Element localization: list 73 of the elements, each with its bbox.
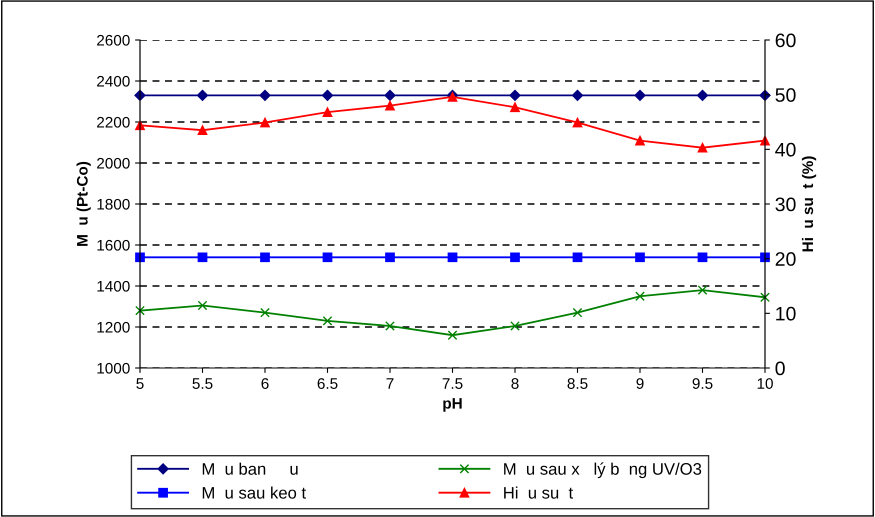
- point: [448, 330, 458, 340]
- y-tick-label: 2200: [97, 116, 130, 128]
- y-tick-label: 1800: [97, 198, 130, 210]
- y-tick-label: 2400: [97, 76, 130, 87]
- x-tick-label: 5.5: [192, 378, 212, 389]
- point: [260, 118, 270, 128]
- x-tick-label: 6.5: [318, 378, 338, 389]
- point: [259, 90, 271, 101]
- legend-label: M u sau x lý b ng UV/O3: [504, 462, 702, 478]
- point: [698, 252, 708, 262]
- y2-tick-label: 0: [775, 361, 785, 376]
- y2-tick-label: 30: [775, 197, 796, 212]
- x-tick-label: 7: [386, 378, 394, 389]
- point: [385, 100, 395, 110]
- point: [135, 306, 145, 316]
- point: [448, 252, 458, 262]
- legend-label: M u ban u: [202, 462, 298, 475]
- point: [384, 90, 396, 101]
- point: [260, 252, 270, 262]
- point: [760, 252, 770, 262]
- point: [385, 252, 395, 262]
- x-tick-label: 9: [636, 378, 644, 389]
- x-tick-label: 8: [511, 378, 519, 389]
- point: [322, 252, 332, 262]
- point: [260, 308, 270, 318]
- legend-label: M u sau keo t: [202, 486, 306, 499]
- x-tick-label: 10: [758, 378, 773, 389]
- point: [198, 252, 208, 262]
- point: [322, 316, 332, 326]
- point: [635, 252, 645, 262]
- point: [198, 125, 208, 136]
- y-tick-label: 1200: [97, 322, 130, 333]
- point: [572, 252, 582, 262]
- point: [760, 292, 770, 302]
- x-axis-title: pH: [443, 398, 462, 412]
- x-tick-label: 7.5: [442, 378, 462, 389]
- point: [510, 102, 520, 112]
- point: [510, 252, 520, 262]
- point: [696, 90, 708, 101]
- y-tick-label: 2000: [97, 158, 130, 169]
- y-tick-label: 2600: [97, 34, 130, 46]
- point: [572, 118, 582, 128]
- point: [385, 321, 395, 331]
- point: [322, 107, 332, 118]
- y2-tick-label: 60: [776, 33, 796, 48]
- legend-label: Hi u su t: [504, 486, 574, 499]
- point: [572, 308, 582, 318]
- x-tick-label: 8.5: [568, 378, 588, 389]
- y2-tick-label: 20: [776, 252, 796, 266]
- y2-tick-label: 50: [776, 88, 796, 102]
- point: [135, 252, 145, 262]
- point: [698, 285, 708, 295]
- y2-axis-title: Hi u su t (%): [802, 156, 816, 252]
- x-tick-label: 5: [136, 378, 144, 389]
- point: [635, 291, 645, 302]
- point: [509, 90, 521, 101]
- point: [572, 90, 584, 101]
- point: [635, 136, 645, 146]
- point: [322, 90, 334, 101]
- point: [634, 90, 646, 101]
- y-tick-label: 1600: [97, 240, 130, 251]
- point: [134, 90, 146, 101]
- y2-tick-label: 10: [776, 306, 796, 321]
- y2-tick-label: 40: [775, 142, 796, 157]
- point: [198, 300, 208, 310]
- y-tick-label: 1400: [97, 280, 130, 292]
- x-tick-label: 9.5: [692, 378, 712, 389]
- y-tick-label: 1000: [97, 362, 130, 374]
- y-axis-title: M u (Pt-Co): [76, 162, 91, 246]
- point: [196, 90, 208, 101]
- point: [510, 321, 520, 331]
- point: [698, 142, 708, 153]
- x-tick-label: 6: [262, 378, 269, 389]
